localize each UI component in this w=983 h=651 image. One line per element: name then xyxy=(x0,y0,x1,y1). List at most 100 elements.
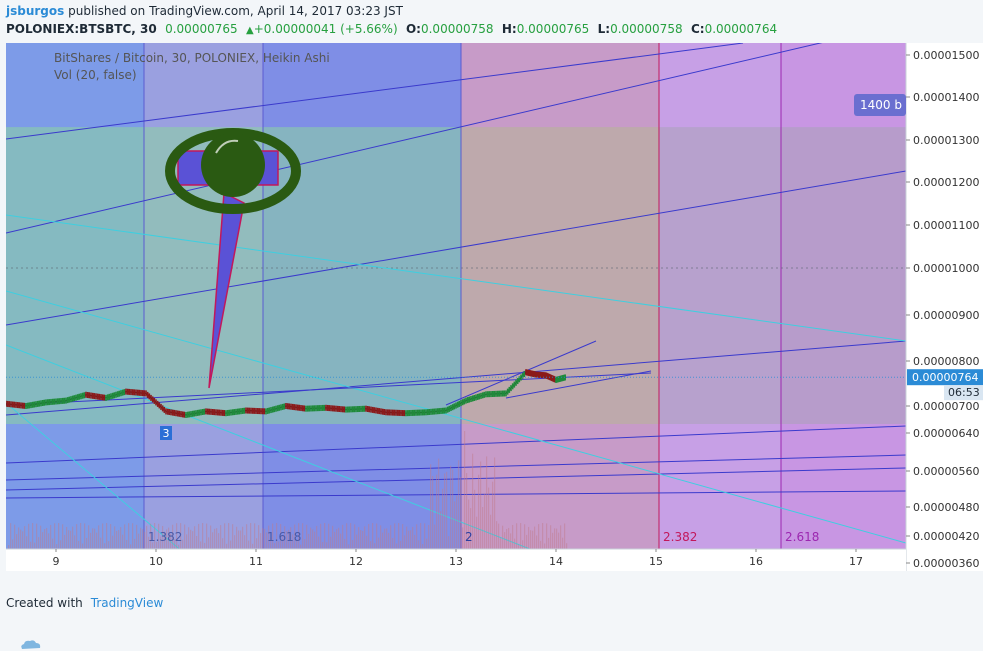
chart-svg[interactable]: 0.00001500 0.00001400 0.00001300 0.00001200… xyxy=(6,43,983,571)
price-candle xyxy=(126,388,129,395)
price-candle xyxy=(410,409,412,416)
price-candle xyxy=(70,396,72,403)
trend-line xyxy=(6,344,532,549)
trend-line xyxy=(505,370,652,399)
volume-bar xyxy=(314,531,316,549)
volume-bar xyxy=(116,530,118,549)
price-candle xyxy=(486,391,489,398)
price-candle xyxy=(78,393,81,400)
volume-bar xyxy=(38,537,40,549)
price-candle xyxy=(251,407,254,414)
legend-volume: Vol (20, false) xyxy=(54,68,137,82)
price-candle xyxy=(221,409,224,416)
fib-price-band xyxy=(659,127,906,424)
price-candle xyxy=(45,399,47,406)
volume-bar xyxy=(72,526,74,549)
volume-bar xyxy=(444,473,446,549)
volume-bar xyxy=(192,531,194,549)
eye-drawing xyxy=(165,128,301,389)
price-candle xyxy=(223,410,226,417)
price-candle xyxy=(506,388,509,395)
price-candle xyxy=(290,403,292,410)
x-tick-label: 13 xyxy=(449,555,463,568)
price-candle xyxy=(280,404,282,411)
price-candle xyxy=(378,408,381,415)
volume-bar xyxy=(194,526,196,549)
volume-bar xyxy=(504,532,506,549)
volume-bar xyxy=(76,524,78,549)
volume-bar xyxy=(214,528,216,549)
tradingview-link[interactable]: TradingView xyxy=(90,596,164,610)
y-tick-label: 0.00000360 xyxy=(913,557,979,570)
price-candle xyxy=(529,370,531,377)
price-candle xyxy=(356,406,359,413)
price-candle xyxy=(493,390,496,397)
volume-bar xyxy=(394,523,396,549)
volume-bar xyxy=(370,541,372,549)
price-candle xyxy=(405,410,407,417)
price-candle xyxy=(498,390,501,397)
last-price: 0.00000765 xyxy=(165,22,238,36)
volume-bar xyxy=(466,473,468,549)
price-candle xyxy=(198,409,201,416)
price-candle xyxy=(353,406,356,413)
eye-highlight xyxy=(215,139,239,154)
price-candle xyxy=(426,409,429,416)
volume-bar xyxy=(118,530,120,549)
price-candle xyxy=(216,409,219,416)
price-candle xyxy=(441,407,444,414)
volume-bar xyxy=(220,525,222,549)
price-candle xyxy=(63,397,66,404)
trend-line xyxy=(6,290,906,544)
price-candle xyxy=(433,408,436,415)
price-candle xyxy=(170,409,172,416)
price-candle xyxy=(10,401,12,408)
price-candle xyxy=(341,406,344,413)
price-candle xyxy=(513,381,516,388)
price-candle xyxy=(110,393,112,400)
volume-bar xyxy=(164,531,166,549)
price-candle xyxy=(285,403,287,409)
x-tick-label: 12 xyxy=(349,555,363,568)
volume-bar xyxy=(140,527,142,549)
volume-bar xyxy=(284,526,286,549)
username-link[interactable]: jsburgos xyxy=(6,4,65,18)
volume-bar xyxy=(236,526,238,549)
volume-bar xyxy=(376,523,378,549)
price-candle xyxy=(473,394,476,401)
volume-bar xyxy=(482,507,484,549)
volume-bar xyxy=(94,528,96,549)
volume-bar xyxy=(92,528,94,549)
volume-bar xyxy=(224,523,226,549)
price-candle xyxy=(248,407,251,414)
price-candle xyxy=(156,400,159,407)
volume-bar xyxy=(304,539,306,549)
price-candle xyxy=(291,403,294,410)
volume-bar xyxy=(146,525,148,549)
volume-bar xyxy=(138,533,140,549)
price-candle xyxy=(171,409,174,416)
price-candle xyxy=(268,407,271,414)
volume-bar xyxy=(206,523,208,549)
price-candle xyxy=(453,403,456,410)
price-candle xyxy=(188,411,191,418)
price-candle xyxy=(165,408,167,415)
volume-bar xyxy=(48,533,50,549)
price-candle xyxy=(283,403,286,410)
price-candle xyxy=(496,390,499,397)
volume-bar xyxy=(328,523,330,549)
volume-bar xyxy=(410,530,412,549)
volume-bar xyxy=(354,524,356,549)
price-candle xyxy=(483,391,486,398)
tradingview-cloud-icon xyxy=(21,640,41,649)
price-candle xyxy=(430,408,432,415)
volume-bar xyxy=(518,544,520,549)
volume-bar xyxy=(70,530,72,549)
volume-bar xyxy=(240,530,242,549)
volume-bar xyxy=(538,524,540,549)
volume-bar xyxy=(68,530,70,549)
price-candle xyxy=(148,393,151,400)
price-candle xyxy=(557,376,560,383)
volume-bar xyxy=(502,525,504,549)
volume-bar xyxy=(210,525,212,549)
